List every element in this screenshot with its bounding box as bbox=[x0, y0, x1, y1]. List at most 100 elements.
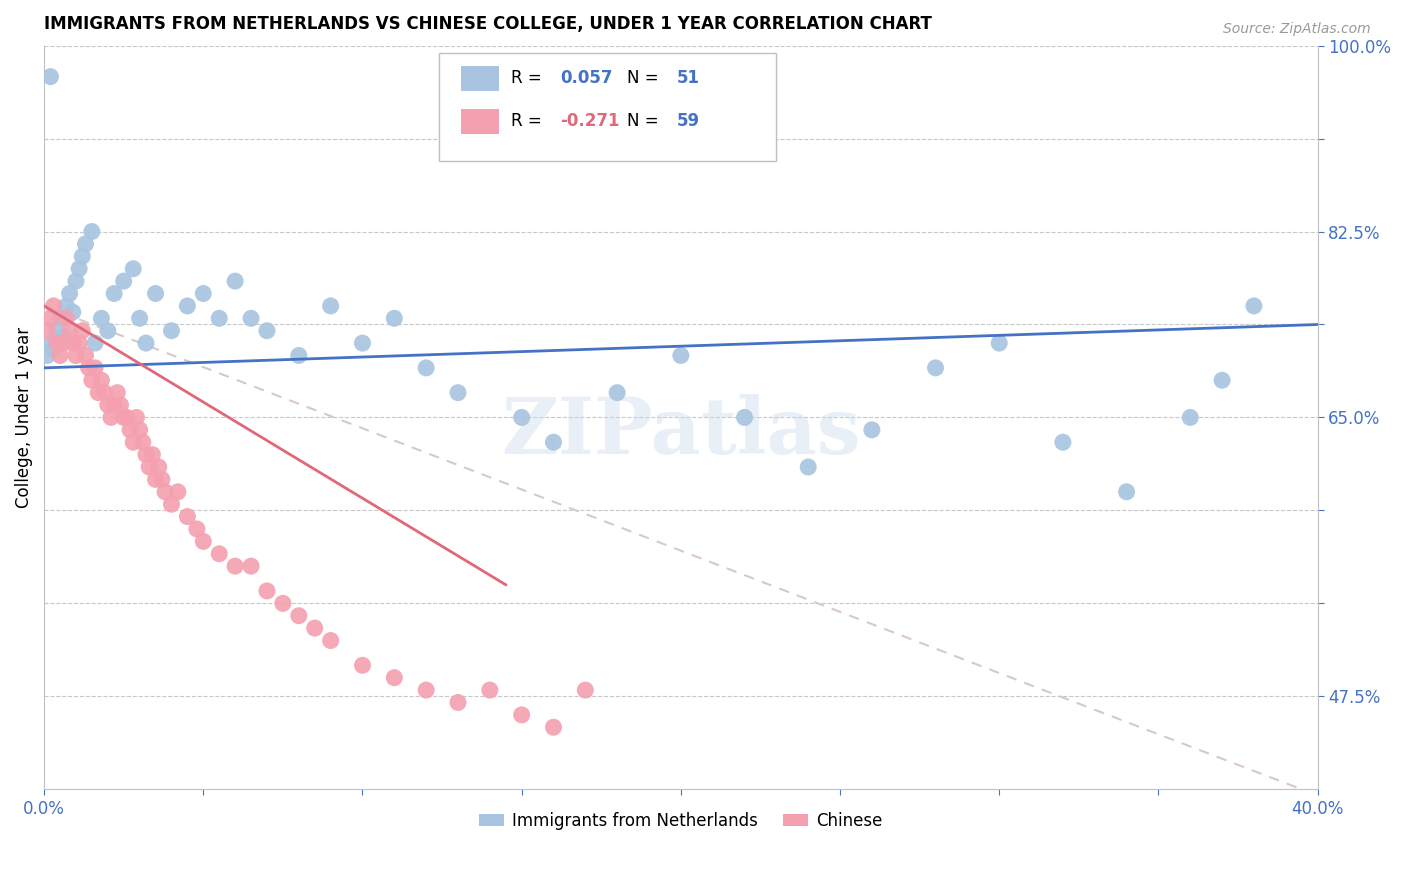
Point bbox=[39, 70, 62, 84]
Point bbox=[55, 299, 77, 313]
Point bbox=[97, 324, 120, 338]
Point bbox=[1243, 299, 1265, 313]
Text: ZIPatlas: ZIPatlas bbox=[501, 394, 860, 470]
Text: R =: R = bbox=[512, 112, 547, 129]
Point bbox=[141, 448, 163, 462]
Point bbox=[65, 349, 87, 363]
Point bbox=[319, 633, 342, 648]
Text: IMMIGRANTS FROM NETHERLANDS VS CHINESE COLLEGE, UNDER 1 YEAR CORRELATION CHART: IMMIGRANTS FROM NETHERLANDS VS CHINESE C… bbox=[44, 15, 932, 33]
Point bbox=[447, 385, 470, 400]
Point bbox=[90, 311, 112, 326]
Bar bbox=[461, 66, 499, 91]
Point bbox=[193, 534, 215, 549]
Point bbox=[84, 336, 107, 351]
Point bbox=[138, 460, 160, 475]
Point bbox=[256, 583, 278, 598]
Point bbox=[100, 410, 122, 425]
Point bbox=[75, 349, 97, 363]
Point bbox=[415, 683, 437, 698]
Point bbox=[67, 336, 90, 351]
Point bbox=[120, 423, 142, 437]
Point bbox=[39, 336, 62, 351]
Point bbox=[37, 349, 59, 363]
Point bbox=[52, 330, 75, 344]
Point bbox=[128, 311, 150, 326]
Point bbox=[256, 324, 278, 338]
Point bbox=[45, 336, 67, 351]
Point bbox=[42, 343, 65, 357]
Point bbox=[924, 360, 946, 375]
Point bbox=[150, 472, 173, 486]
Point bbox=[176, 509, 198, 524]
Y-axis label: College, Under 1 year: College, Under 1 year bbox=[15, 326, 32, 508]
Point bbox=[67, 261, 90, 276]
Point bbox=[160, 324, 183, 338]
Point bbox=[271, 596, 294, 610]
Point bbox=[319, 299, 342, 313]
Point bbox=[103, 398, 125, 412]
Point bbox=[224, 559, 246, 574]
Point bbox=[1052, 435, 1074, 450]
Point bbox=[132, 435, 155, 450]
Text: N =: N = bbox=[627, 112, 664, 129]
Point bbox=[58, 286, 80, 301]
Point bbox=[42, 299, 65, 313]
Point bbox=[128, 423, 150, 437]
Point bbox=[543, 720, 565, 734]
Point bbox=[84, 360, 107, 375]
Point bbox=[122, 435, 145, 450]
Point bbox=[80, 225, 103, 239]
Text: 51: 51 bbox=[678, 69, 700, 87]
Point bbox=[288, 608, 311, 623]
Point bbox=[45, 324, 67, 338]
Bar bbox=[461, 109, 499, 134]
Text: N =: N = bbox=[627, 69, 664, 87]
Point bbox=[145, 472, 167, 486]
Point bbox=[105, 385, 128, 400]
Point bbox=[115, 410, 138, 425]
Point bbox=[797, 460, 820, 475]
Point bbox=[382, 311, 405, 326]
Point bbox=[606, 385, 628, 400]
Point bbox=[304, 621, 326, 635]
Point bbox=[62, 336, 84, 351]
Point bbox=[153, 484, 176, 499]
Point bbox=[112, 410, 135, 425]
Point bbox=[90, 373, 112, 387]
Point bbox=[447, 696, 470, 710]
Point bbox=[122, 261, 145, 276]
Point bbox=[37, 324, 59, 338]
Point bbox=[208, 311, 231, 326]
Point bbox=[148, 460, 170, 475]
Point bbox=[988, 336, 1011, 351]
Point bbox=[415, 360, 437, 375]
Text: R =: R = bbox=[512, 69, 547, 87]
Point bbox=[208, 547, 231, 561]
Text: 0.057: 0.057 bbox=[560, 69, 613, 87]
Text: -0.271: -0.271 bbox=[560, 112, 620, 129]
Point bbox=[382, 671, 405, 685]
Point bbox=[110, 398, 132, 412]
Point bbox=[75, 236, 97, 251]
Point bbox=[860, 423, 883, 437]
Point bbox=[574, 683, 596, 698]
Point bbox=[58, 324, 80, 338]
Point bbox=[240, 311, 263, 326]
Point bbox=[1211, 373, 1233, 387]
Point bbox=[288, 349, 311, 363]
Point bbox=[543, 435, 565, 450]
Point bbox=[510, 707, 533, 722]
Point bbox=[55, 311, 77, 326]
Point bbox=[65, 274, 87, 288]
Point bbox=[49, 311, 72, 326]
Point bbox=[510, 410, 533, 425]
Text: Source: ZipAtlas.com: Source: ZipAtlas.com bbox=[1223, 22, 1371, 37]
Point bbox=[240, 559, 263, 574]
Point bbox=[1115, 484, 1137, 499]
Point bbox=[97, 398, 120, 412]
Point bbox=[125, 410, 148, 425]
Point bbox=[72, 249, 94, 263]
Point bbox=[352, 658, 374, 673]
Point bbox=[224, 274, 246, 288]
Point bbox=[166, 484, 188, 499]
